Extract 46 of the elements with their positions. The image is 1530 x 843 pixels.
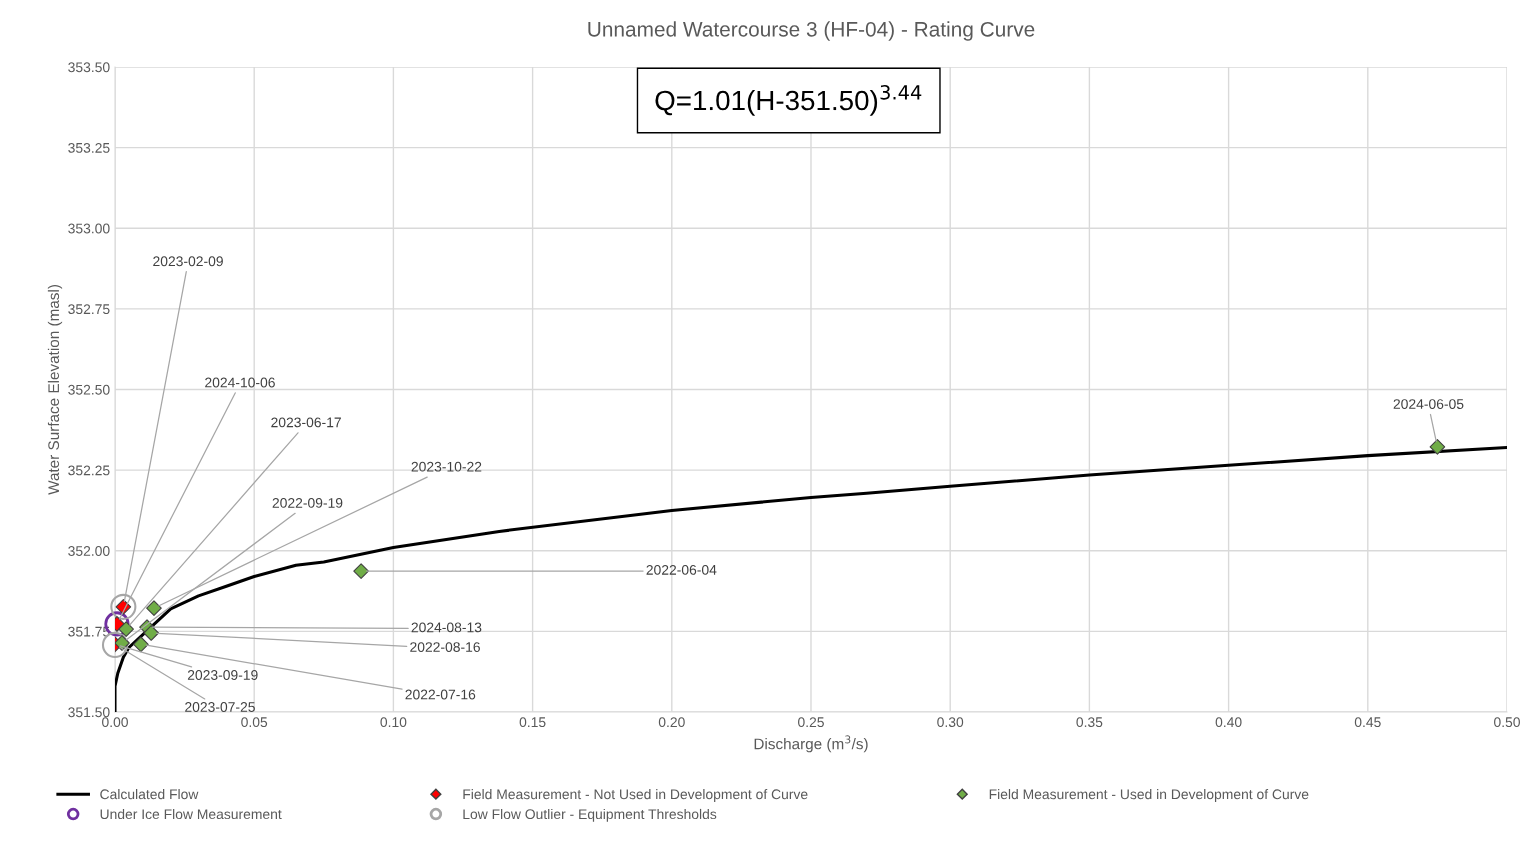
point bbox=[133, 636, 149, 653]
annotation: 2024-10-06 bbox=[205, 377, 275, 388]
annotation: 2023-06-17 bbox=[271, 417, 341, 428]
y-tick-label: 351.50 bbox=[68, 707, 110, 718]
annotation: 2023-10-22 bbox=[411, 461, 482, 472]
annotation: 2024-06-05 bbox=[1393, 399, 1464, 409]
x-tick-label: 0.40 bbox=[1215, 717, 1242, 728]
x-tick-label: 0.35 bbox=[1076, 717, 1103, 728]
x-tick-label: 0.50 bbox=[1494, 717, 1520, 728]
legend-label: Field Measurement - Not Used in Development of Curve bbox=[463, 789, 808, 802]
x-tick-label: 0.20 bbox=[658, 717, 685, 728]
y-tick-label: 353.25 bbox=[68, 142, 110, 153]
x-tick-label: 0.30 bbox=[937, 717, 964, 728]
y-tick-label: 352.25 bbox=[68, 465, 110, 476]
point bbox=[146, 600, 162, 616]
y-tick-label: 352.75 bbox=[68, 304, 110, 315]
annotation: Q=1.01(H-351.50)$^{3.44}$ bbox=[655, 84, 922, 116]
y-tick-label: 352.50 bbox=[68, 384, 110, 395]
x-tick-label: 0.45 bbox=[1354, 717, 1381, 728]
annotation: 2024-08-13 bbox=[411, 622, 482, 633]
legend-label: Low Flow Outlier - Equipment Thresholds bbox=[463, 808, 717, 822]
annotation: 2023-07-25 bbox=[185, 702, 255, 712]
annotation: 2023-02-09 bbox=[153, 256, 223, 267]
y-tick-label: 352.00 bbox=[68, 546, 110, 556]
point bbox=[118, 621, 134, 637]
chart-title: Unnamed Watercourse 3 (HF-04) - Rating Curve bbox=[588, 21, 1035, 41]
x-tick-label: 0.10 bbox=[380, 717, 407, 728]
annotation: 2022-08-16 bbox=[410, 642, 480, 652]
x-tick-label: 0.15 bbox=[519, 717, 546, 728]
annotation: 2022-09-19 bbox=[272, 497, 343, 508]
y-axis-title: Water Surface Elevation (masl) bbox=[47, 285, 63, 495]
legend-label: Field Measurement - Used in Development of Curve bbox=[989, 789, 1309, 802]
x-axis-title: Discharge (m$^{3}$/s) bbox=[754, 735, 868, 753]
y-tick-label: 353.00 bbox=[68, 223, 110, 234]
point bbox=[143, 625, 160, 641]
x-tick-label: 0.00 bbox=[102, 717, 128, 728]
legend-label: Under Ice Flow Measurement bbox=[100, 808, 282, 820]
annotation: 2023-09-19 bbox=[187, 670, 258, 680]
legend-label: Calculated Flow bbox=[100, 789, 199, 800]
x-tick-label: 0.25 bbox=[798, 717, 824, 728]
point bbox=[353, 563, 369, 579]
x-tick-label: 0.05 bbox=[241, 717, 268, 728]
annotation: 2022-06-04 bbox=[646, 564, 717, 575]
y-tick-label: 353.50 bbox=[68, 62, 110, 73]
annotation: 2022-07-16 bbox=[405, 689, 476, 700]
point bbox=[1429, 439, 1446, 455]
